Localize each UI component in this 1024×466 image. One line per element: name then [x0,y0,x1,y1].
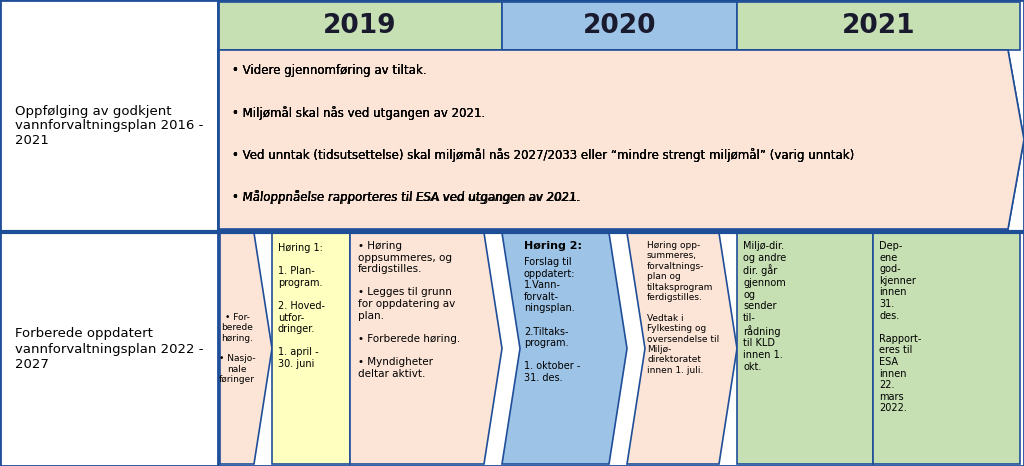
Text: • Måloppnåelse rapporteres til ESA ved utgangen av 2021.: • Måloppnåelse rapporteres til ESA ved u… [232,190,581,204]
Bar [873,233,1020,464]
Text: Høring 2:: Høring 2: [524,241,582,251]
Text: • Miljømål skal nås ved utgangen av 2021.: • Miljømål skal nås ved utgangen av 2021… [232,106,485,120]
Polygon shape [218,50,1024,229]
Text: Høring opp-
summeres,
forvaltnings-
plan og
tiltaksprogram
ferdigstilles.

Vedta: Høring opp- summeres, forvaltnings- plan… [647,241,719,375]
Bar [272,233,350,464]
Bar [737,2,1020,50]
Text: Forslag til
oppdatert:
1.Vann-
forvalt-
ningsplan.

2.Tiltaks-
program.

1. okto: Forslag til oppdatert: 1.Vann- forvalt- … [524,257,581,383]
Text: • Måloppnåelse rapporteres til ESA ved utgangen av 2021.: • Måloppnåelse rapporteres til ESA ved u… [232,190,581,204]
Text: Oppfølging av godkjent
vannforvaltningsplan 2016 -
2021: Oppfølging av godkjent vannforvaltningsp… [14,104,203,148]
Text: • Miljømål skal nås ved utgangen av 2021.: • Miljømål skal nås ved utgangen av 2021… [232,106,485,120]
Polygon shape [218,50,1024,229]
Text: • Videre gjennomføring av tiltak.: • Videre gjennomføring av tiltak. [232,64,427,77]
Bar [502,2,737,50]
Bar [218,2,502,50]
Text: • Høring
oppsummeres, og
ferdigstilles.

• Legges til grunn
for oppdatering av
p: • Høring oppsummeres, og ferdigstilles. … [358,241,460,378]
Polygon shape [220,233,272,464]
Polygon shape [502,233,627,464]
Bar [737,233,873,464]
Text: 2020: 2020 [583,13,656,39]
Polygon shape [350,233,502,464]
Text: Miljø-dir.
og andre
dir. går
gjennom
og
sender
til-
rådning
til KLD
innen 1.
okt: Miljø-dir. og andre dir. går gjennom og … [743,241,786,371]
Text: • For-
berede
høring.

• Nasjo-
nale
føringer: • For- berede høring. • Nasjo- nale føri… [219,313,255,384]
Text: Høring 1:

1. Plan-
program.

2. Hoved-
utfor-
dringer.

1. april -
30. juni: Høring 1: 1. Plan- program. 2. Hoved- ut… [278,243,325,369]
Text: 2019: 2019 [324,13,397,39]
Text: Forberede oppdatert
vannforvaltningsplan 2022 -
2027: Forberede oppdatert vannforvaltningsplan… [14,328,203,370]
Text: • Miljømål skal nås ved utgangen av 2021.: • Miljømål skal nås ved utgangen av 2021… [232,106,485,120]
Text: 2021: 2021 [842,13,915,39]
Polygon shape [627,233,737,464]
Text: Dep-
ene
god-
kjenner
innen
31.
des.

Rapport-
eres til
ESA
innen
22.
mars
2022.: Dep- ene god- kjenner innen 31. des. Rap… [879,241,922,413]
Text: • Ved unntak (tidsutsettelse) skal miljømål nås 2027/2033 eller “mindre strengt : • Ved unntak (tidsutsettelse) skal miljø… [232,148,854,162]
Text: • Ved unntak (tidsutsettelse) skal miljømål nås 2027/2033 eller “mindre strengt : • Ved unntak (tidsutsettelse) skal miljø… [232,148,854,162]
Text: • Videre gjennomføring av tiltak.: • Videre gjennomføring av tiltak. [232,64,427,77]
Text: • Videre gjennomføring av tiltak.: • Videre gjennomføring av tiltak. [232,64,427,77]
Text: • Ved unntak (tidsutsettelse) skal miljømål nås 2027/2033 eller “mindre strengt : • Ved unntak (tidsutsettelse) skal miljø… [232,148,854,162]
Text: • Måloppnåelse rapporteres til ESA ved utgangen av 2021.: • Måloppnåelse rapporteres til ESA ved u… [232,190,581,204]
